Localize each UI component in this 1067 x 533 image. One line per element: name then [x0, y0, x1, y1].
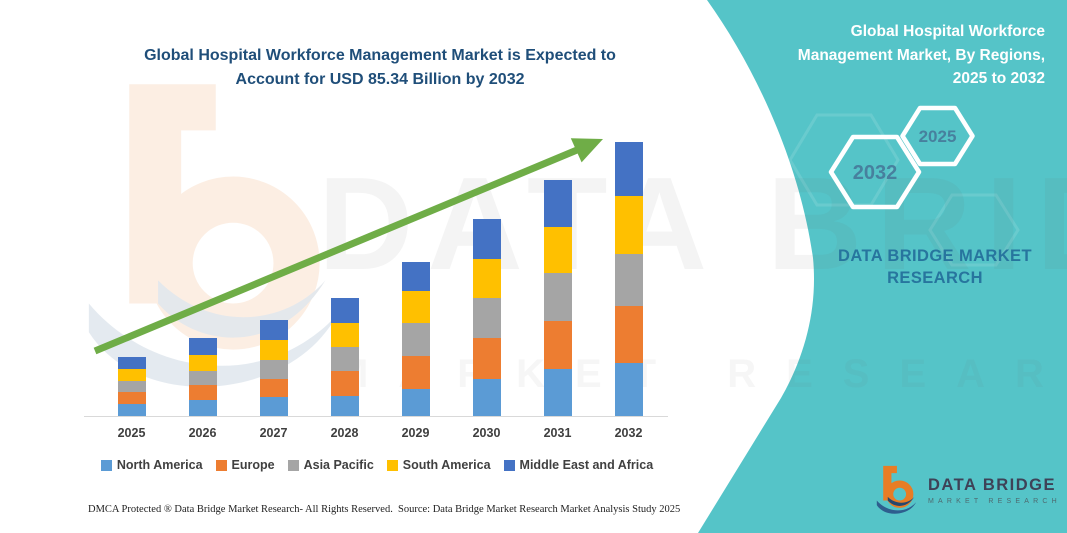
chart-title-line1: Global Hospital Workforce Management Mar…: [144, 47, 616, 64]
legend-label: Europe: [231, 458, 275, 472]
bar-segment-south-america: [117, 368, 146, 382]
stacked-bar-2026: [188, 338, 217, 416]
hexagon-2032-badge: [828, 134, 922, 210]
bar-segment-asia-pacific: [330, 346, 359, 372]
bar-segment-south-america: [330, 322, 359, 347]
bar-segment-middle-east-and-africa: [259, 319, 288, 340]
bar-segment-north-america: [330, 396, 359, 416]
logo-name: DATA BRIDGE: [928, 476, 1057, 494]
bar-segment-south-america: [259, 339, 288, 360]
brand-text-line1: DATA BRIDGE MARKET: [838, 247, 1032, 265]
bar-segment-asia-pacific: [188, 370, 217, 386]
x-axis-label-2026: 2026: [188, 426, 217, 440]
legend-item-south-america: South America: [386, 458, 491, 472]
hexagon-watermark: [788, 113, 1020, 267]
bar-segment-north-america: [543, 369, 572, 416]
bar-segment-north-america: [117, 403, 146, 416]
stacked-bar-2028: [330, 298, 359, 416]
bar-segment-asia-pacific: [117, 381, 146, 393]
bar-segment-south-america: [401, 290, 430, 323]
stacked-bar-2031: [543, 179, 572, 416]
bar-segment-asia-pacific: [259, 359, 288, 379]
data-bridge-logo: DATA BRIDGE MARKET RESEARCH: [872, 464, 1061, 517]
hexagon-2025-badge: [900, 105, 975, 167]
data-bridge-b-icon: [876, 465, 917, 514]
bar-segment-north-america: [188, 399, 217, 416]
bar-segment-middle-east-and-africa: [117, 356, 146, 369]
bar-segment-middle-east-and-africa: [330, 298, 359, 323]
legend-label: South America: [402, 458, 491, 472]
bar-segment-middle-east-and-africa: [614, 142, 643, 197]
legend-item-middle-east-and-africa: Middle East and Africa: [503, 458, 654, 472]
stacked-bar-2027: [259, 319, 288, 416]
bar-segment-europe: [401, 356, 430, 390]
bar-segment-asia-pacific: [401, 322, 430, 357]
legend-item-north-america: North America: [100, 458, 203, 472]
brand-text-line2: RESEARCH: [887, 269, 983, 287]
side-heading-line3: 2025 to 2032: [952, 70, 1045, 87]
x-axis-label-2029: 2029: [401, 426, 430, 440]
legend-item-europe: Europe: [215, 458, 275, 472]
watermark-subtext: MARKET RESEARCH: [335, 352, 1067, 396]
x-axis-label-2027: 2027: [259, 426, 288, 440]
legend-swatch-icon: [100, 459, 112, 471]
footer-source-text: Source: Data Bridge Market Research Mark…: [398, 504, 681, 515]
legend-swatch-icon: [386, 459, 398, 471]
bar-segment-europe: [543, 321, 572, 370]
hexagon-2025-label: 2025: [919, 127, 957, 146]
bar-segment-middle-east-and-africa: [472, 219, 501, 260]
chart-title: Global Hospital Workforce Management Mar…: [62, 44, 698, 92]
side-heading-line1: Global Hospital Workforce: [850, 23, 1045, 40]
bar-segment-europe: [330, 371, 359, 397]
x-axis-line: [84, 416, 668, 417]
bar-segment-middle-east-and-africa: [543, 179, 572, 227]
stacked-bar-2030: [472, 219, 501, 416]
x-axis-label-2025: 2025: [117, 426, 146, 440]
chart-legend: North America Europe Asia Pacific South Ame…: [85, 458, 669, 472]
bar-segment-middle-east-and-africa: [401, 261, 430, 291]
hexagon-year-badges: 2032 2025: [828, 105, 975, 210]
x-axis-label-2032: 2032: [614, 426, 643, 440]
bar-segment-europe: [472, 338, 501, 380]
legend-swatch-icon: [215, 459, 227, 471]
bar-segment-europe: [614, 305, 643, 363]
bar-segment-north-america: [614, 362, 643, 416]
x-axis-label-2031: 2031: [543, 426, 572, 440]
bar-segment-asia-pacific: [472, 298, 501, 339]
bar-segment-asia-pacific: [614, 253, 643, 306]
bar-segment-north-america: [401, 389, 430, 416]
side-panel-heading: Global Hospital Workforce Management Mar…: [712, 20, 1045, 91]
bar-segment-south-america: [614, 196, 643, 254]
bar-segment-asia-pacific: [543, 272, 572, 322]
hexagon-2032-label: 2032: [853, 162, 898, 184]
legend-label: North America: [116, 458, 203, 472]
bar-segment-middle-east-and-africa: [188, 338, 217, 356]
legend-item-asia-pacific: Asia Pacific: [287, 458, 374, 472]
x-axis-label-2030: 2030: [472, 426, 501, 440]
stacked-bar-2029: [401, 261, 430, 416]
bar-segment-south-america: [543, 226, 572, 273]
bar-segment-south-america: [472, 259, 501, 299]
bar-segment-south-america: [188, 355, 217, 371]
bar-segment-europe: [259, 378, 288, 398]
legend-label: Asia Pacific: [303, 458, 374, 472]
logo-tagline: MARKET RESEARCH: [928, 498, 1061, 505]
legend-swatch-icon: [503, 459, 515, 471]
bar-segment-north-america: [472, 379, 501, 416]
legend-label: Middle East and Africa: [519, 458, 654, 472]
teal-panel: [698, 0, 1067, 533]
side-heading-line2: Management Market, By Regions,: [797, 46, 1045, 64]
legend-swatch-icon: [287, 459, 299, 471]
stacked-bar-2025: [117, 356, 146, 416]
bar-segment-europe: [188, 385, 217, 400]
bar-segment-europe: [117, 392, 146, 404]
brand-text: DATA BRIDGE MARKET RESEARCH: [790, 245, 1067, 289]
footer-dmca-text: DMCA Protected ® Data Bridge Market Rese…: [88, 504, 393, 515]
stacked-bar-2032: [614, 142, 643, 416]
bar-segment-north-america: [259, 397, 288, 416]
chart-title-line2: Account for USD 85.34 Billion by 2032: [235, 71, 525, 88]
x-axis-label-2028: 2028: [330, 426, 359, 440]
